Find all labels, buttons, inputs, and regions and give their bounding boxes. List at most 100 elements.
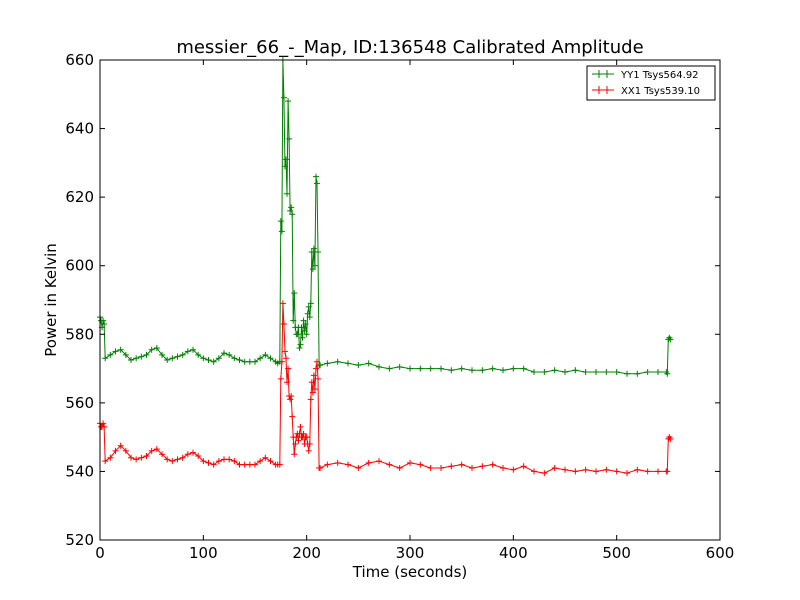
data-point-yy1 [164,357,171,363]
data-point-xx1 [215,458,222,465]
data-point-yy1 [190,346,196,353]
x-tick-label: 0 [95,544,105,562]
data-point-xx1 [246,461,253,468]
data-point-yy1 [479,367,486,374]
series-line-yy1 [99,59,671,376]
data-point-yy1 [427,365,434,372]
data-point-xx1 [153,446,160,453]
data-point-xx1 [241,461,248,468]
data-point-yy1 [133,355,140,362]
data-point-xx1 [317,465,324,471]
plot-area [100,60,720,540]
data-point-xx1 [231,458,238,465]
data-point-yy1 [396,363,403,370]
data-point-yy1 [603,369,610,375]
data-point-xx1 [448,463,455,470]
data-point-yy1 [305,303,312,310]
data-point-yy1 [644,369,651,375]
data-point-yy1 [448,367,455,374]
data-point-xx1 [285,365,292,372]
data-point-xx1 [148,447,155,454]
data-point-yy1 [624,370,630,377]
data-point-yy1 [148,346,155,353]
data-point-yy1 [107,351,114,358]
data-point-xx1 [287,396,294,403]
data-point-xx1 [572,468,579,475]
y-tick-label: 640 [65,120,94,138]
data-point-yy1 [289,211,296,218]
data-point-yy1 [667,336,674,343]
data-point-yy1 [215,355,222,362]
data-point-xx1 [205,459,212,466]
data-point-yy1 [593,369,599,375]
series-yy1 [97,57,674,377]
data-point-yy1 [284,190,291,197]
data-point-yy1 [100,317,107,324]
data-point-yy1 [257,355,264,362]
x-tick-label: 200 [292,544,321,562]
data-point-xx1 [307,396,314,403]
data-point-xx1 [531,468,537,475]
data-point-xx1 [143,453,150,459]
data-point-xx1 [295,437,302,444]
data-point-xx1 [164,456,171,463]
data-point-xx1 [210,461,217,468]
data-point-xx1 [365,459,372,466]
data-point-yy1 [299,334,306,341]
data-point-xx1 [310,372,317,379]
x-tick-label: 100 [189,544,218,562]
data-point-yy1 [236,357,243,363]
data-point-xx1 [236,461,243,468]
data-point-xx1 [306,441,313,447]
data-point-yy1 [303,331,310,338]
data-point-yy1 [407,365,413,372]
data-point-yy1 [469,367,475,374]
data-point-yy1 [200,355,207,362]
data-point-yy1 [179,351,186,358]
data-point-xx1 [396,465,403,471]
data-point-yy1 [417,365,424,372]
data-point-xx1 [288,393,295,399]
data-point-yy1 [310,245,317,252]
data-point-yy1 [226,351,233,358]
data-point-yy1 [664,370,671,377]
data-point-xx1 [117,442,124,449]
data-point-yy1 [355,362,362,369]
data-point-yy1 [122,351,129,358]
data-point-xx1 [417,461,424,468]
data-point-xx1 [169,458,176,465]
data-point-yy1 [294,331,301,338]
data-point-xx1 [334,459,341,466]
data-point-xx1 [386,461,393,468]
data-point-yy1 [267,355,274,362]
data-point-yy1 [541,369,548,375]
data-point-xx1 [292,441,299,447]
data-point-yy1 [283,156,289,163]
data-point-xx1 [458,461,465,468]
data-point-yy1 [489,365,496,372]
data-point-yy1 [500,367,506,374]
data-point-xx1 [407,459,413,466]
data-point-xx1 [489,461,496,468]
y-tick-label: 600 [65,257,94,275]
data-point-yy1 [298,324,305,331]
data-point-xx1 [303,434,310,441]
data-point-xx1 [541,470,548,477]
data-point-yy1 [153,345,160,351]
data-point-xx1 [315,375,322,382]
data-point-xx1 [300,430,307,437]
data-point-xx1 [603,466,610,473]
x-tick-label: 300 [396,544,425,562]
data-point-xx1 [159,451,165,458]
data-point-yy1 [277,218,284,225]
data-point-yy1 [634,370,641,377]
data-point-xx1 [311,386,318,393]
data-point-xx1 [305,447,312,454]
data-point-yy1 [296,345,303,351]
data-point-xx1 [551,465,558,471]
data-point-yy1 [520,365,527,372]
data-point-yy1 [300,317,307,324]
data-point-yy1 [334,358,341,365]
data-point-xx1 [276,461,283,468]
